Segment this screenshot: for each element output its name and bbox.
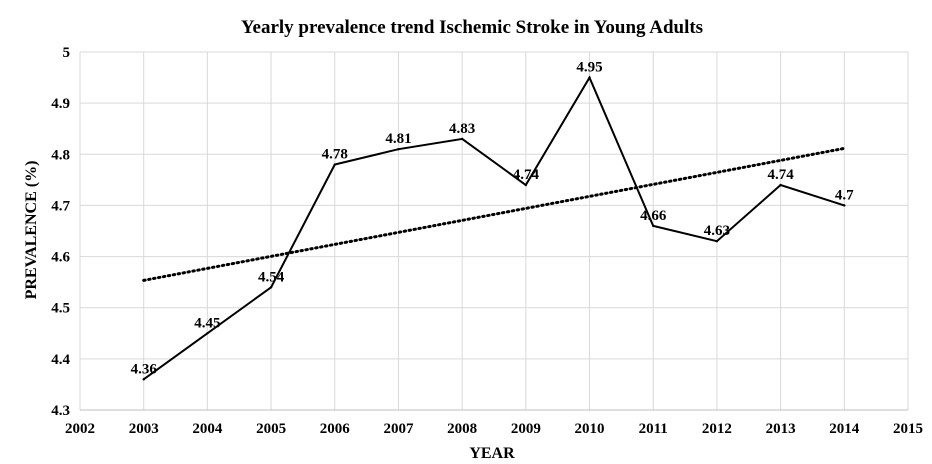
data-point [460, 137, 464, 141]
data-label: 4.36 [131, 361, 158, 377]
trendline [142, 146, 846, 282]
data-label: 4.63 [704, 223, 730, 239]
x-tick-label: 2003 [129, 421, 159, 437]
x-tick-label: 2010 [575, 421, 605, 437]
data-label: 4.83 [449, 121, 475, 137]
data-label: 4.81 [385, 131, 411, 147]
x-tick-label: 2002 [65, 421, 95, 437]
y-tick-label: 5 [63, 45, 71, 61]
data-label: 4.74 [767, 167, 794, 183]
data-point [652, 224, 655, 228]
data-point [524, 183, 528, 187]
x-axis-title: YEAR [469, 445, 515, 462]
data-point [142, 378, 145, 381]
y-tick-label: 4.3 [51, 403, 70, 419]
data-point [588, 76, 591, 79]
series-group [142, 75, 846, 381]
y-tick-label: 4.7 [51, 198, 70, 214]
data-point [397, 147, 400, 151]
data-point [269, 286, 273, 289]
data-labels: 4.36 4.45 4.54 4.78 4.81 4.83 4.74 4.95 4.66 4.63… [131, 60, 855, 378]
data-label: 4.66 [640, 208, 667, 224]
data-point [843, 204, 846, 207]
data-label: 4.78 [322, 147, 348, 163]
chart-title: Yearly prevalence trend Ischemic Stroke … [241, 17, 703, 38]
x-tick-label: 2014 [829, 421, 860, 437]
y-axis-title: PREVALENCE (%) [23, 161, 40, 300]
data-label: 4.95 [576, 60, 602, 76]
data-label: 4.45 [194, 315, 220, 331]
data-label: 4.54 [258, 269, 285, 285]
x-tick-label: 2009 [511, 421, 541, 437]
trendline-group [142, 146, 846, 282]
x-tick-label: 2013 [766, 421, 796, 437]
data-label: 4.74 [513, 167, 540, 183]
y-tick-label: 4.9 [51, 96, 70, 112]
data-point [779, 183, 782, 187]
y-tick-label: 4.8 [51, 147, 70, 163]
data-label: 4.7 [835, 187, 854, 203]
y-tick-label: 4.5 [51, 301, 70, 317]
y-tick-label: 4.4 [51, 352, 70, 368]
x-tick-label: 2012 [702, 421, 732, 437]
y-tick-label: 4.6 [51, 250, 70, 266]
data-point [333, 163, 336, 166]
x-tick-label: 2011 [639, 421, 668, 437]
x-tick-label: 2015 [893, 421, 923, 437]
data-point [206, 332, 209, 335]
x-tick-label: 2004 [192, 421, 223, 437]
x-tick-label: 2006 [320, 421, 351, 437]
x-tick-label: 2007 [383, 421, 414, 437]
series-line [143, 75, 845, 381]
x-tick-label: 2005 [256, 421, 286, 437]
data-point [715, 240, 719, 243]
gridlines [79, 51, 909, 411]
x-tick-label: 2008 [447, 421, 477, 437]
